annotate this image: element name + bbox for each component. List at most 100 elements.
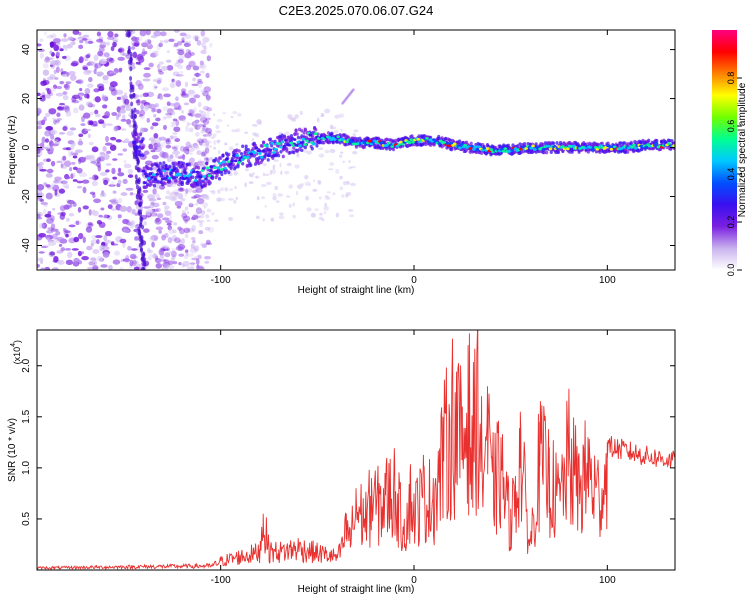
- spectrogram-cell: [177, 49, 185, 56]
- spectrogram-cell: [224, 142, 228, 146]
- spectrogram-cell: [172, 196, 178, 202]
- spectrogram-ridge-core: [153, 178, 158, 181]
- spectrogram-cell: [187, 89, 195, 95]
- spectrogram-cell: [60, 180, 68, 185]
- spectrogram-ridge-cell: [391, 147, 396, 152]
- spectrogram-cell: [129, 87, 133, 93]
- spectrogram-ridge-core: [399, 140, 403, 144]
- spectrogram-cell: [169, 135, 172, 139]
- spectrogram-cell: [98, 119, 105, 124]
- spectrogram-cell: [335, 169, 340, 174]
- spectrogram-cell: [231, 129, 238, 133]
- spectrogram-cell: [112, 190, 117, 194]
- spectrogram-cell: [53, 69, 57, 74]
- spectrogram-cell: [205, 95, 211, 99]
- spectrogram-ridge-cell: [141, 153, 145, 158]
- spectrogram-cell: [152, 188, 157, 195]
- spectrogram-cell: [224, 187, 229, 192]
- spectrogram-cell: [272, 193, 277, 197]
- spectrogram-cell: [173, 30, 180, 33]
- spectrogram-ridge-cell: [158, 161, 162, 166]
- spectrogram-cell: [160, 31, 167, 37]
- spectrogram-ridge-cell: [292, 150, 296, 155]
- spectrogram-ridge-core: [644, 145, 648, 149]
- spectrogram-cell: [206, 219, 211, 222]
- spectrogram-cell: [43, 116, 47, 122]
- spectrogram-ridge-cell: [134, 137, 138, 142]
- spectrogram-cell: [139, 246, 143, 252]
- spectrogram-cell: [131, 40, 135, 46]
- spectrogram-cell: [181, 90, 186, 96]
- spectrogram-cell: [203, 86, 212, 93]
- spectrogram-cell: [76, 185, 83, 189]
- spectrogram-ridge-cell: [528, 142, 532, 147]
- spectrogram-ridge-core: [266, 154, 271, 158]
- spectrogram-cell: [137, 167, 141, 173]
- spectrogram-cell: [158, 42, 163, 48]
- spectrogram-cell: [150, 201, 155, 205]
- spectrogram-cell: [99, 245, 106, 249]
- spectrogram-cell: [130, 94, 134, 100]
- spectrogram-cell: [158, 230, 162, 234]
- spectrogram-cell: [48, 146, 54, 153]
- spectrogram-cell: [296, 152, 300, 158]
- spectrogram-cell: [235, 196, 239, 201]
- spectrogram-cell: [148, 204, 155, 209]
- spectrogram-cell: [324, 108, 331, 114]
- spectrogram-cell: [177, 192, 184, 200]
- spectrogram-cell: [202, 105, 210, 111]
- spectrogram-cell: [111, 167, 116, 175]
- spectrogram-ridge-cell: [171, 161, 175, 166]
- spectrogram-cell: [181, 110, 185, 114]
- spectrogram-cell: [192, 189, 198, 194]
- spectrogram-cell: [179, 145, 185, 152]
- spectrogram-cell: [97, 50, 104, 57]
- spectrogram-cell: [184, 81, 189, 88]
- spectrogram-cell: [181, 118, 187, 123]
- spectrogram-cell: [49, 41, 55, 48]
- spectrogram-cell: [184, 233, 189, 239]
- spectrogram-cell: [52, 117, 56, 121]
- spectrogram-cell: [42, 69, 50, 76]
- spectrogram-cell: [260, 183, 267, 188]
- spectrogram-ridge-core: [284, 138, 288, 142]
- spectrogram-cell: [96, 161, 102, 168]
- spectrogram-cell: [194, 119, 200, 124]
- spectrogram-cell: [153, 133, 159, 139]
- spectrogram-cell: [272, 195, 277, 201]
- spectrogram-ridge-cell: [318, 140, 323, 145]
- spectrogram-cell: [189, 152, 193, 155]
- colorbar-ticks: 0.0 0.2 0.4 0.6 0.8: [726, 72, 742, 276]
- spectrogram-ridge-cell: [227, 152, 231, 157]
- spectrogram-ridge-cell: [309, 137, 313, 142]
- colorbar-gradient: [712, 30, 737, 270]
- spectrogram-cell: [188, 60, 196, 68]
- spectrogram-ridge-core: [282, 144, 287, 148]
- spectrogram-cell: [95, 235, 103, 239]
- spectrogram-cell: [193, 120, 199, 126]
- spectrogram-cell: [63, 160, 72, 167]
- spectrogram-cell: [278, 215, 285, 220]
- spectrogram-cell: [203, 206, 207, 209]
- spectrogram-cell: [199, 60, 204, 66]
- spectrogram-cell: [42, 63, 49, 69]
- spectrogram-cell: [185, 249, 189, 257]
- spectrogram-y-ticks: -40 -20 0 20 40: [21, 44, 675, 253]
- spectrogram-cell: [166, 190, 171, 195]
- spectrogram-cell: [172, 135, 178, 139]
- spectrogram-cell: [138, 236, 142, 242]
- spectrogram-cell: [152, 83, 158, 91]
- spectrogram-ridge-core: [232, 153, 236, 157]
- spectrogram-cell: [50, 228, 59, 232]
- spectrogram-cell: [172, 118, 178, 122]
- spectrogram-cell: [162, 106, 169, 112]
- spectrogram-ridge-cell: [295, 149, 299, 153]
- spectrogram-cell: [89, 191, 96, 195]
- spectrogram-ridge-core: [630, 145, 635, 149]
- spectrogram-cell: [262, 218, 265, 222]
- snr-multiplier-base: (x10: [12, 347, 22, 365]
- spectrogram-cell: [204, 260, 210, 264]
- spectrogram-cell: [195, 207, 203, 215]
- spectrogram-cell: [81, 179, 90, 184]
- spectrogram-cell: [96, 220, 103, 225]
